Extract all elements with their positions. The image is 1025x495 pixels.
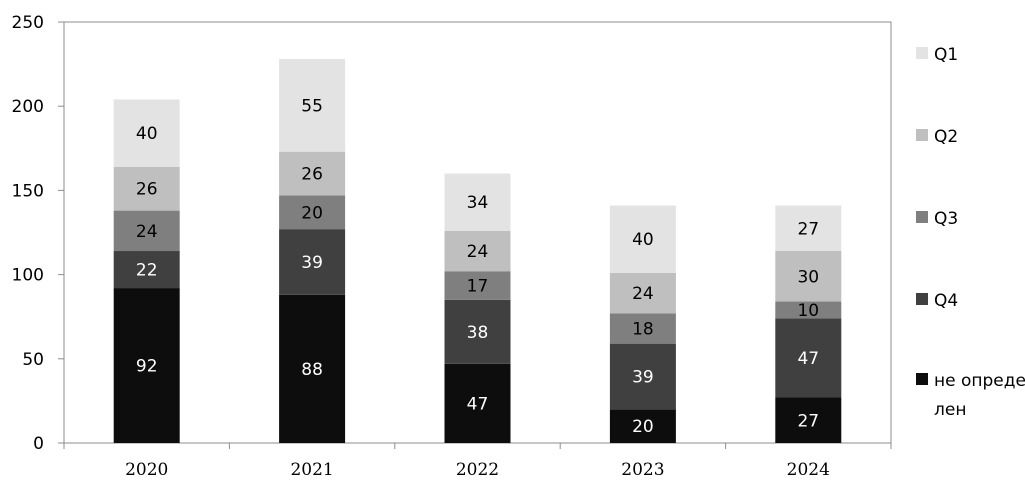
x-tick-label: 2021 [290,460,333,480]
bar-segment [444,271,511,300]
bar-segment [444,299,511,364]
data-label: 24 [632,284,654,304]
data-label: 26 [301,165,323,185]
bar-segment [775,397,842,443]
y-tick-label: 100 [12,266,44,286]
bar-segment [113,99,180,167]
legend-label-q3: Q3 [934,209,959,229]
legend-swatch-q2 [916,129,928,141]
legend-swatch-undefined [916,373,928,385]
bar-segment [444,363,511,443]
bar-segment [609,343,676,410]
legend-swatch-q4 [916,293,928,305]
legend-label-q2: Q2 [934,127,959,147]
bar-segment [279,294,346,443]
bar-segment [113,288,180,443]
legend-label-q4: Q4 [934,291,959,311]
x-tick-label: 2023 [621,460,664,480]
data-label: 18 [632,319,654,339]
data-label: 34 [467,193,489,213]
data-label: 17 [467,277,489,297]
bar-segment [775,318,842,398]
bar-segment [609,272,676,314]
bar-segment [775,205,842,252]
y-tick-label: 200 [12,97,44,117]
y-tick-label: 0 [33,434,44,454]
data-label: 55 [301,96,323,116]
legend: Q1 Q2 Q3 Q4 не определен [916,0,1025,495]
data-label: 88 [301,360,323,380]
y-tick-label: 50 [22,350,44,370]
bar-segment [444,230,511,272]
data-label: 27 [797,219,819,239]
bar-segment [609,313,676,344]
data-label: 39 [632,367,654,387]
stacked-bar-chart: 0501001502002502020922224264020218839202… [12,13,892,480]
legend-item-q1: Q1 [916,41,1025,70]
legend-item-q2: Q2 [916,123,1025,152]
data-label: 38 [467,323,489,343]
legend-item-q3: Q3 [916,205,1025,234]
bar-segment [113,251,180,289]
data-label: 24 [467,242,489,262]
bar-segment [444,173,511,231]
data-label: 30 [797,267,819,287]
x-tick-label: 2022 [456,460,499,480]
data-label: 22 [136,261,158,281]
legend-label-q1: Q1 [934,45,959,65]
bar-segment [279,151,346,196]
bar-segment [279,195,346,230]
data-label: 20 [632,417,654,437]
y-tick-label: 250 [12,13,44,33]
bar-segment [279,229,346,295]
data-label: 39 [301,253,323,273]
bar-segment [113,166,180,211]
data-label: 47 [797,349,819,369]
data-label: 40 [136,124,158,144]
legend-label-undefined: не определен [934,371,1025,420]
data-label: 40 [632,230,654,250]
legend-item-undefined: не определен [916,367,1025,425]
bar-segment [609,205,676,273]
x-tick-label: 2024 [787,460,830,480]
bar-segment [775,251,842,302]
data-label: 10 [797,301,819,321]
legend-item-q4: Q4 [916,287,1025,316]
data-label: 47 [467,394,489,414]
data-label: 24 [136,222,158,242]
bar-segment [775,301,842,319]
data-label: 26 [136,180,158,200]
data-label: 27 [797,411,819,431]
bar-segment [609,409,676,443]
legend-swatch-q3 [916,211,928,223]
data-label: 92 [136,357,158,377]
legend-swatch-q1 [916,47,928,59]
x-tick-label: 2020 [125,460,168,480]
bar-segment [113,210,180,252]
y-tick-label: 150 [12,181,44,201]
bar-segment [279,59,346,152]
data-label: 20 [301,203,323,223]
